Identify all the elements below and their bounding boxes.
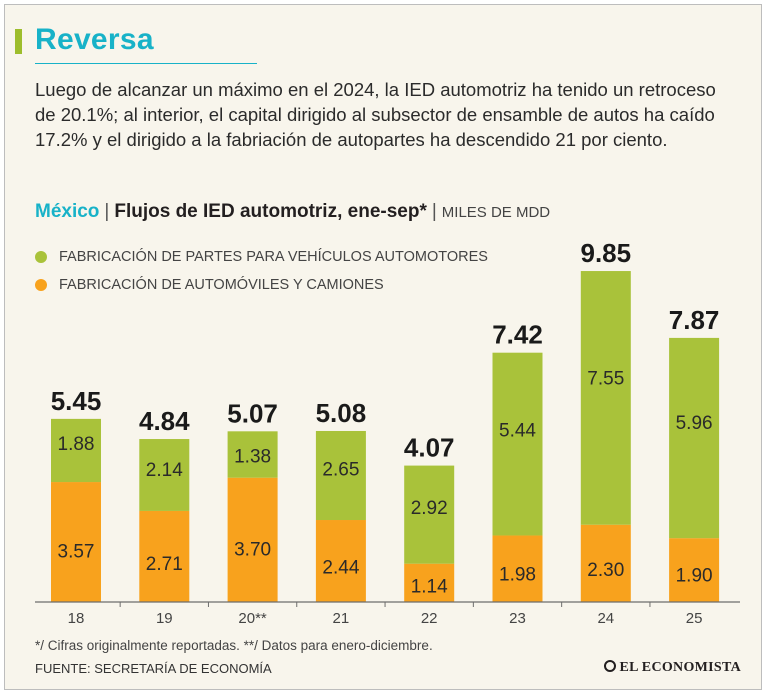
legend-item-vehicles: FABRICACIÓN DE AUTOMÓVILES Y CAMIONES [35, 271, 488, 299]
chart-legend: FABRICACIÓN DE PARTES PARA VEHÍCULOS AUT… [35, 243, 488, 299]
data-label-vehicles: 3.57 [58, 541, 95, 562]
x-tick-label: 25 [686, 610, 703, 627]
bar-vehicles-18 [51, 482, 101, 602]
bar-vehicles-20 [227, 477, 278, 602]
legend-dot-orange [35, 279, 47, 291]
header-separator: | [104, 201, 110, 222]
data-label-parts: 1.88 [58, 434, 95, 455]
data-label-parts: 5.44 [499, 420, 536, 441]
bar-vehicles-21 [315, 520, 366, 602]
brand-mark-icon [603, 660, 616, 672]
bar-parts-23 [492, 352, 543, 536]
description-text: Luego de alcanzar un máximo en el 2024, … [35, 79, 716, 150]
data-label-parts: 2.14 [146, 460, 183, 481]
data-label-parts: 2.92 [411, 498, 448, 519]
data-label-parts: 2.65 [322, 459, 359, 480]
data-label-vehicles: 2.71 [146, 554, 183, 575]
legend-label-parts: FABRICACIÓN DE PARTES PARA VEHÍCULOS AUT… [59, 249, 488, 265]
bar-parts-24 [580, 271, 631, 525]
bar-parts-19 [139, 439, 190, 511]
chart-header: México | Flujos de IED automotriz, ene-sep… [35, 201, 550, 223]
legend-label-vehicles: FABRICACIÓN DE AUTOMÓVILES Y CAMIONES [59, 277, 384, 293]
total-label: 4.84 [139, 406, 190, 436]
data-label-vehicles: 1.90 [676, 566, 713, 587]
bar-parts-20 [227, 431, 278, 478]
x-tick-label: 20** [238, 610, 267, 627]
brand-logo: EL ECONOMISTA [603, 660, 742, 676]
data-label-parts: 5.96 [676, 413, 713, 434]
total-label: 7.42 [492, 320, 543, 350]
total-label: 5.45 [51, 386, 102, 416]
chart-title: Flujos de IED automotriz, ene-sep* [114, 201, 427, 222]
data-label-parts: 7.55 [587, 369, 624, 390]
bar-parts-18 [51, 418, 101, 483]
data-label-parts: 1.38 [234, 446, 271, 467]
footnote: */ Cifras originalmente reportadas. **/ … [35, 638, 433, 653]
x-tick-label: 21 [333, 610, 350, 627]
total-label: 5.07 [227, 398, 278, 428]
data-label-vehicles: 2.30 [587, 560, 624, 581]
data-label-vehicles: 1.98 [499, 564, 536, 585]
data-label-vehicles: 2.44 [322, 558, 359, 579]
headline-underline [35, 63, 257, 64]
legend-item-parts: FABRICACIÓN DE PARTES PARA VEHÍCULOS AUT… [35, 243, 488, 271]
legend-dot-green [35, 251, 47, 263]
data-label-vehicles: 1.14 [411, 577, 448, 598]
bar-vehicles-24 [580, 524, 631, 602]
x-tick-label: 24 [597, 610, 614, 627]
bar-vehicles-19 [139, 510, 190, 602]
bar-vehicles-22 [404, 563, 455, 602]
x-tick-label: 22 [421, 610, 438, 627]
x-tick-label: 18 [68, 610, 85, 627]
bar-parts-21 [315, 430, 366, 521]
total-label: 4.07 [404, 433, 455, 463]
unit-label: MILES DE MDD [441, 204, 551, 221]
infographic-card: Reversa Luego de alcanzar un máximo en e… [4, 4, 762, 690]
bar-parts-25 [669, 337, 720, 539]
source-note: FUENTE: SECRETARÍA DE ECONOMÍA [35, 661, 272, 676]
bar-parts-22 [404, 465, 455, 564]
header-separator: | [431, 201, 437, 222]
bar-vehicles-23 [492, 535, 543, 602]
total-label: 7.87 [669, 305, 720, 335]
total-label: 9.85 [580, 238, 631, 268]
headline: Reversa [35, 23, 154, 56]
x-tick-label: 19 [156, 610, 173, 627]
x-tick-label: 23 [509, 610, 526, 627]
title-accent-bar [15, 29, 22, 54]
bar-vehicles-25 [669, 538, 720, 602]
total-label: 5.08 [316, 398, 367, 428]
brand-name: EL ECONOMISTA [619, 660, 741, 675]
data-label-vehicles: 3.70 [234, 540, 271, 561]
region-label: México [35, 201, 100, 222]
